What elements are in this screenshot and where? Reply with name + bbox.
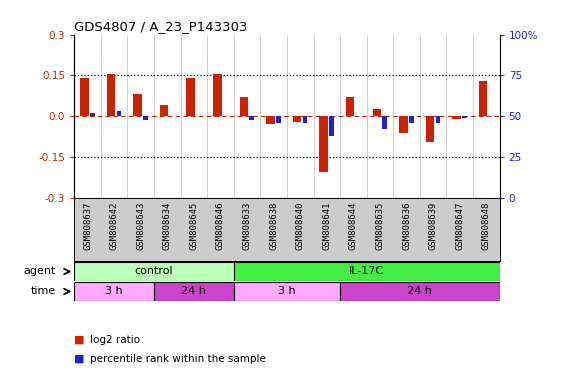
Bar — [107, 74, 115, 116]
Text: GSM808638: GSM808638 — [269, 201, 278, 250]
Bar — [383, 116, 387, 129]
Bar — [340, 282, 500, 301]
Text: GSM808639: GSM808639 — [429, 201, 437, 250]
Text: ■: ■ — [74, 335, 85, 345]
Bar — [436, 116, 440, 123]
Text: GSM808646: GSM808646 — [216, 201, 225, 250]
Bar — [276, 116, 281, 123]
Text: agent: agent — [23, 266, 55, 276]
Bar — [80, 78, 89, 116]
Bar — [90, 113, 95, 116]
Text: control: control — [135, 266, 174, 276]
Bar — [234, 282, 340, 301]
Text: ■: ■ — [74, 354, 85, 364]
Bar — [116, 111, 121, 116]
Bar — [372, 109, 381, 116]
Text: GSM808641: GSM808641 — [322, 201, 331, 250]
Bar — [319, 116, 328, 172]
Text: GSM808642: GSM808642 — [110, 201, 119, 250]
Bar — [186, 78, 195, 116]
Text: GSM808644: GSM808644 — [349, 201, 358, 250]
Bar — [74, 262, 234, 281]
Text: GSM808643: GSM808643 — [136, 201, 145, 250]
Bar — [160, 105, 168, 116]
Bar — [143, 116, 148, 119]
Bar — [303, 116, 307, 123]
Bar — [346, 97, 355, 116]
Bar — [133, 94, 142, 116]
Bar — [462, 116, 467, 118]
Text: percentile rank within the sample: percentile rank within the sample — [90, 354, 266, 364]
Text: 3 h: 3 h — [278, 286, 296, 296]
Bar — [452, 116, 461, 119]
Bar — [74, 282, 154, 301]
Bar — [293, 116, 301, 122]
Bar — [329, 116, 334, 136]
Text: 3 h: 3 h — [105, 286, 123, 296]
Text: GSM808645: GSM808645 — [190, 201, 198, 250]
Bar — [234, 262, 500, 281]
Text: log2 ratio: log2 ratio — [90, 335, 140, 345]
Text: GSM808635: GSM808635 — [376, 201, 384, 250]
Text: GSM808648: GSM808648 — [482, 201, 491, 250]
Bar — [213, 74, 222, 116]
Bar — [250, 116, 254, 119]
Bar — [426, 116, 434, 142]
Bar — [479, 81, 488, 116]
Text: IL-17C: IL-17C — [349, 266, 384, 276]
Text: 24 h: 24 h — [182, 286, 206, 296]
Text: GSM808633: GSM808633 — [243, 201, 252, 250]
Text: 24 h: 24 h — [408, 286, 432, 296]
Text: GDS4807 / A_23_P143303: GDS4807 / A_23_P143303 — [74, 20, 248, 33]
Text: GSM808636: GSM808636 — [402, 201, 411, 250]
Text: GSM808647: GSM808647 — [455, 201, 464, 250]
Bar — [240, 97, 248, 116]
Text: GSM808634: GSM808634 — [163, 201, 172, 250]
Bar — [266, 116, 275, 124]
Text: GSM808640: GSM808640 — [296, 201, 305, 250]
Bar — [409, 116, 414, 123]
Bar — [154, 282, 234, 301]
Bar — [399, 116, 408, 132]
Text: time: time — [30, 286, 55, 296]
Text: GSM808637: GSM808637 — [83, 201, 92, 250]
